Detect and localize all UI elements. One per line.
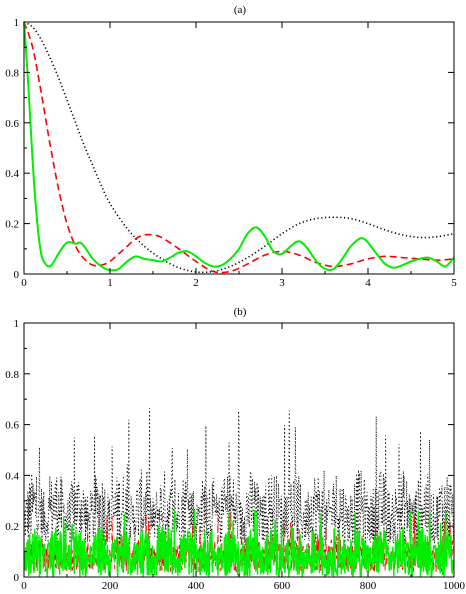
x-tick-label: 600 <box>274 580 291 592</box>
panel-b: (b) 0 200 400 600 800 1000 0 0.2 0.4 0.6 0.8 1 <box>5 306 465 592</box>
series-line-solid <box>23 509 455 579</box>
y-tick-label: 0.8 <box>5 67 19 79</box>
panel-b-frame <box>23 322 455 578</box>
y-tick-label: 0.6 <box>5 118 19 130</box>
y-tick-label: 0.4 <box>5 470 19 482</box>
x-tick-label: 200 <box>102 580 119 592</box>
panel-b-ticks: 0 200 400 600 800 1000 0 0.2 0.4 0.6 0.8 1 <box>5 318 465 592</box>
panel-a-title: (a) <box>234 4 247 16</box>
y-tick-label: 1 <box>14 17 20 29</box>
x-tick-label: 400 <box>188 580 205 592</box>
series-line-dotted <box>23 408 455 546</box>
x-tick-label: 800 <box>360 580 377 592</box>
panel-b-series <box>23 408 455 579</box>
panel-a-series <box>23 21 455 274</box>
panel-a: (a) 0 1 2 3 4 5 0 0.2 0.4 0.6 0.8 1 <box>5 4 457 289</box>
x-tick-label: 0 <box>21 277 27 289</box>
x-tick-label: 5 <box>451 277 457 289</box>
series-line-dashed <box>23 21 455 274</box>
y-tick-label: 0.4 <box>5 168 19 180</box>
y-tick-label: 1 <box>14 318 20 330</box>
x-tick-label: 1 <box>107 277 113 289</box>
panel-a-ticks: 0 1 2 3 4 5 0 0.2 0.4 0.6 0.8 1 <box>5 17 457 289</box>
x-tick-label: 4 <box>365 277 371 289</box>
x-tick-label: 0 <box>21 580 27 592</box>
y-tick-label: 0 <box>14 269 20 281</box>
panel-a-frame <box>23 21 455 275</box>
series-line-dotted <box>23 21 455 274</box>
y-tick-label: 0.8 <box>5 369 19 381</box>
y-tick-label: 0.6 <box>5 420 19 432</box>
y-tick-label: 0 <box>14 572 20 584</box>
y-tick-label: 0.2 <box>5 219 19 231</box>
x-tick-label: 1000 <box>443 580 466 592</box>
y-tick-label: 0.2 <box>5 521 19 533</box>
x-tick-label: 3 <box>279 277 285 289</box>
panel-b-title: (b) <box>234 306 247 318</box>
series-line-solid <box>23 21 455 272</box>
x-tick-label: 2 <box>193 277 199 289</box>
